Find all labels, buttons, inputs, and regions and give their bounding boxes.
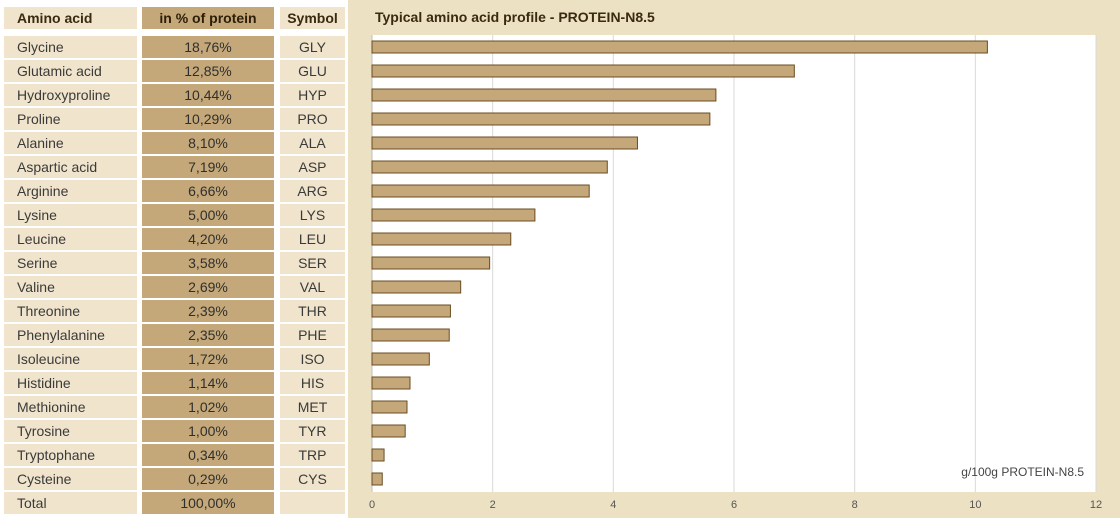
row-symbol: CYS	[280, 468, 345, 490]
bar-glu	[371, 64, 795, 78]
row-percent: 8,10%	[142, 132, 274, 154]
row-amino-acid: Valine	[4, 276, 137, 298]
row-amino-acid: Tyrosine	[4, 420, 137, 442]
chart-panel: Typical amino acid profile - PROTEIN-N8.…	[348, 0, 1120, 518]
row-percent: 10,29%	[142, 108, 274, 130]
row-percent: 10,44%	[142, 84, 274, 106]
row-amino-acid: Leucine	[4, 228, 137, 250]
row-amino-acid: Aspartic acid	[4, 156, 137, 178]
bar-pro	[371, 112, 711, 126]
bar-tyr	[371, 424, 406, 438]
row-percent: 2,39%	[142, 300, 274, 322]
row-percent: 2,69%	[142, 276, 274, 298]
total-percent: 100,00%	[142, 492, 274, 514]
row-amino-acid: Glutamic acid	[4, 60, 137, 82]
row-symbol: HYP	[280, 84, 345, 106]
total-symbol	[280, 492, 345, 514]
bar-iso	[371, 352, 430, 366]
row-symbol: MET	[280, 396, 345, 418]
bar-met	[371, 400, 408, 414]
row-amino-acid: Methionine	[4, 396, 137, 418]
total-label: Total	[4, 492, 137, 514]
row-symbol: PHE	[280, 324, 345, 346]
row-symbol: PRO	[280, 108, 345, 130]
header-symbol: Symbol	[280, 7, 345, 29]
unit-label: g/100g PROTEIN-N8.5	[961, 465, 1084, 479]
bar-val	[371, 280, 462, 294]
row-amino-acid: Lysine	[4, 204, 137, 226]
bar-lys	[371, 208, 536, 222]
bar-arg	[371, 184, 590, 198]
bar-phe	[371, 328, 450, 342]
header-percent: in % of protein	[142, 7, 274, 29]
row-percent: 1,02%	[142, 396, 274, 418]
row-symbol: ISO	[280, 348, 345, 370]
row-percent: 1,00%	[142, 420, 274, 442]
row-percent: 18,76%	[142, 36, 274, 58]
row-symbol: ALA	[280, 132, 345, 154]
row-percent: 3,58%	[142, 252, 274, 274]
bar-ser	[371, 256, 491, 270]
row-percent: 6,66%	[142, 180, 274, 202]
row-symbol: SER	[280, 252, 345, 274]
bar-asp	[371, 160, 608, 174]
row-amino-acid: Histidine	[4, 372, 137, 394]
row-amino-acid: Hydroxyproline	[4, 84, 137, 106]
row-percent: 1,72%	[142, 348, 274, 370]
row-amino-acid: Isoleucine	[4, 348, 137, 370]
row-percent: 0,34%	[142, 444, 274, 466]
bar-gly	[371, 40, 988, 54]
row-percent: 7,19%	[142, 156, 274, 178]
row-symbol: HIS	[280, 372, 345, 394]
row-amino-acid: Arginine	[4, 180, 137, 202]
bar-chart: 0 2 4 6 8 10 12 g/100g PROTEIN-N8.5	[369, 35, 1102, 511]
row-amino-acid: Alanine	[4, 132, 137, 154]
bar-his	[371, 376, 411, 390]
row-symbol: THR	[280, 300, 345, 322]
amino-acid-table: Amino acid in % of protein Symbol Glycin…	[0, 0, 348, 518]
x-tick-label: 6	[731, 499, 737, 511]
row-symbol: LYS	[280, 204, 345, 226]
row-symbol: GLY	[280, 36, 345, 58]
bar-thr	[371, 304, 451, 318]
row-amino-acid: Tryptophane	[4, 444, 137, 466]
row-percent: 0,29%	[142, 468, 274, 490]
x-tick-label: 0	[369, 499, 375, 511]
row-percent: 4,20%	[142, 228, 274, 250]
row-symbol: VAL	[280, 276, 345, 298]
row-symbol: ARG	[280, 180, 345, 202]
x-tick-label: 10	[969, 499, 981, 511]
row-symbol: LEU	[280, 228, 345, 250]
bar-hyp	[371, 88, 717, 102]
row-amino-acid: Serine	[4, 252, 137, 274]
row-symbol: ASP	[280, 156, 345, 178]
row-percent: 12,85%	[142, 60, 274, 82]
row-percent: 5,00%	[142, 204, 274, 226]
row-amino-acid: Cysteine	[4, 468, 137, 490]
row-symbol: GLU	[280, 60, 345, 82]
row-amino-acid: Phenylalanine	[4, 324, 137, 346]
x-tick-label: 12	[1090, 499, 1102, 511]
row-amino-acid: Threonine	[4, 300, 137, 322]
row-percent: 1,14%	[142, 372, 274, 394]
bar-ala	[371, 136, 638, 150]
row-percent: 2,35%	[142, 324, 274, 346]
bar-cys	[371, 472, 383, 486]
x-tick-label: 2	[490, 499, 496, 511]
header-amino-acid: Amino acid	[4, 7, 137, 29]
bar-leu	[371, 232, 512, 246]
x-tick-label: 8	[852, 499, 858, 511]
chart-title: Typical amino acid profile - PROTEIN-N8.…	[375, 9, 655, 25]
bar-trp	[371, 448, 385, 462]
x-tick-label: 4	[610, 499, 616, 511]
row-symbol: TRP	[280, 444, 345, 466]
row-amino-acid: Glycine	[4, 36, 137, 58]
row-amino-acid: Proline	[4, 108, 137, 130]
row-symbol: TYR	[280, 420, 345, 442]
